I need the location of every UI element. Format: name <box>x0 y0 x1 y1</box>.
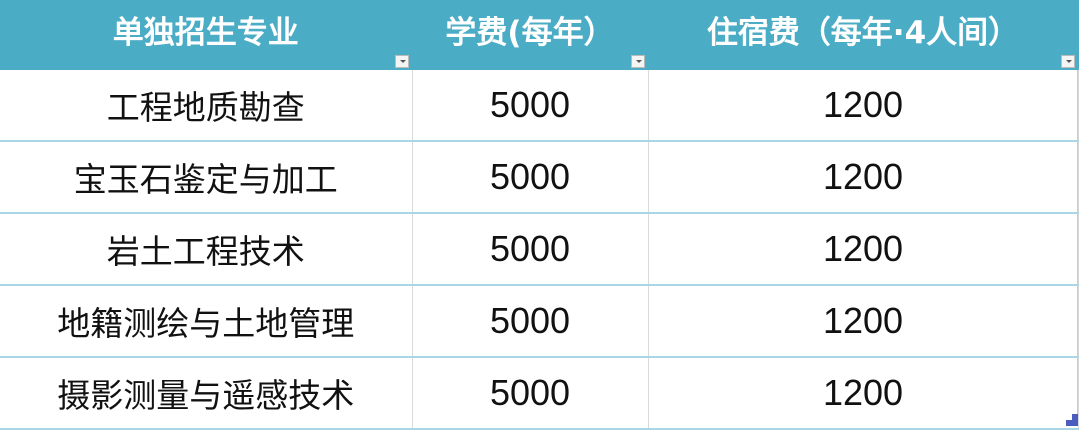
cell-major[interactable]: 岩土工程技术 <box>0 213 413 286</box>
table-row: 岩土工程技术 5000 1200 <box>0 213 1079 286</box>
cell-tuition[interactable]: 5000 <box>412 285 649 358</box>
cell-accommodation[interactable]: 1200 <box>648 70 1079 142</box>
filter-dropdown-icon[interactable] <box>1060 55 1075 68</box>
cell-tuition[interactable]: 5000 <box>412 141 649 214</box>
table-row: 地籍测绘与土地管理 5000 1200 <box>0 285 1079 358</box>
cell-accommodation[interactable]: 1200 <box>648 213 1079 286</box>
filter-dropdown-icon[interactable] <box>394 55 409 68</box>
cell-major[interactable]: 工程地质勘查 <box>0 70 413 142</box>
cell-accommodation[interactable]: 1200 <box>648 285 1079 358</box>
header-row: 单独招生专业 学费(每年） 住宿费（每年·4人间） <box>0 0 1079 70</box>
cell-tuition[interactable]: 5000 <box>412 357 649 430</box>
cell-tuition[interactable]: 5000 <box>412 213 649 286</box>
header-accommodation: 住宿费（每年·4人间） <box>648 0 1079 70</box>
cell-major[interactable]: 宝玉石鉴定与加工 <box>0 141 413 214</box>
table-row: 宝玉石鉴定与加工 5000 1200 <box>0 141 1079 214</box>
table-row: 工程地质勘查 5000 1200 <box>0 70 1079 142</box>
cell-major[interactable]: 地籍测绘与土地管理 <box>0 285 413 358</box>
cell-major[interactable]: 摄影测量与遥感技术 <box>0 357 413 430</box>
cell-accommodation[interactable]: 1200 <box>648 141 1079 214</box>
header-major: 单独招生专业 <box>0 0 413 70</box>
table-row: 摄影测量与遥感技术 5000 1200 <box>0 357 1079 430</box>
filter-dropdown-icon[interactable] <box>630 55 645 68</box>
cell-accommodation[interactable]: 1200 <box>648 357 1079 430</box>
header-tuition: 学费(每年） <box>412 0 649 70</box>
table-right-border <box>1077 70 1078 426</box>
cell-tuition[interactable]: 5000 <box>412 70 649 142</box>
